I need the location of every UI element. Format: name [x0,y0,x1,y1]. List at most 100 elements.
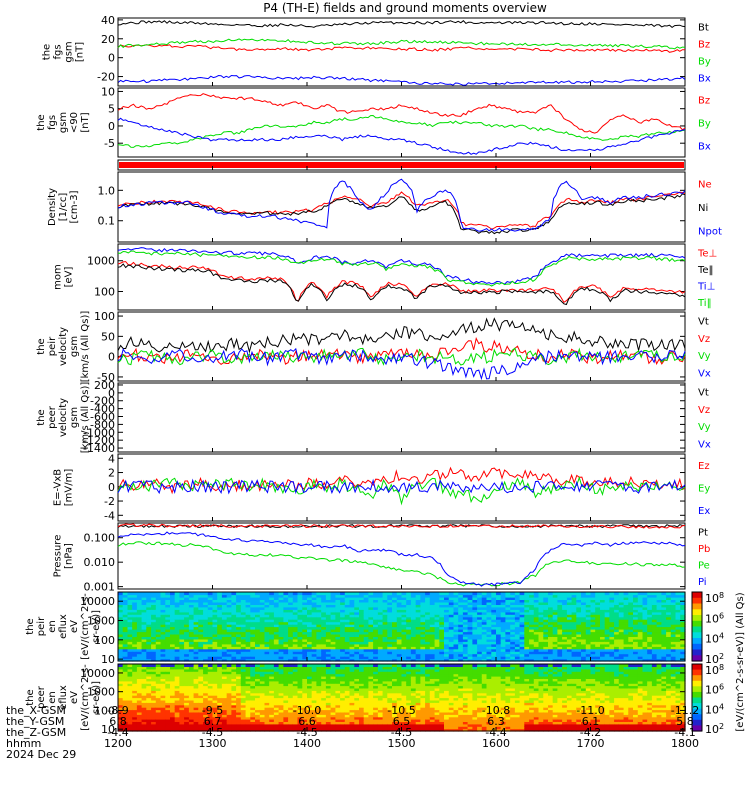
heatmap-cell [373,601,379,605]
heatmap-cell [122,709,128,713]
heatmap-cell [604,609,610,613]
heatmap-cell [316,609,322,613]
heatmap-cell [486,611,492,615]
heatmap-cell [231,636,237,640]
heatmap-cell [283,638,289,642]
heatmap-cell [576,631,582,635]
heatmap-cell [122,671,128,675]
heatmap-cell [647,643,653,647]
heatmap-cell [179,629,185,633]
heatmap-cell [188,624,195,628]
heatmap-cell [122,601,128,605]
heatmap-cell [245,671,251,675]
heatmap-cell [240,609,247,613]
heatmap-cell [122,690,128,694]
heatmap-cell [444,614,450,618]
heatmap-cell [155,656,162,660]
y-axis-label: gsm [69,407,80,428]
heatmap-cell [571,651,577,655]
heatmap-cell [170,711,176,715]
heatmap-cell [321,668,327,672]
heatmap-cell [118,643,124,647]
heatmap-cell [349,680,355,684]
heatmap-cell [207,709,214,713]
heatmap-cell [472,641,478,645]
heatmap-cell [614,641,620,645]
heatmap-cell [146,716,152,720]
heatmap-cell [207,619,214,623]
heatmap-cell [297,653,303,657]
heatmap-cell [335,626,341,630]
heatmap-cell [203,614,209,618]
heatmap-cell [264,683,270,687]
heatmap-cell [160,658,166,662]
heatmap-cell [340,666,346,670]
heatmap-cell [151,709,157,713]
heatmap-cell [595,651,601,655]
heatmap-cell [226,631,232,635]
heatmap-cell [170,723,176,727]
heatmap-cell [368,629,374,633]
heatmap-cell [203,646,209,650]
heatmap-cell [420,638,426,642]
heatmap-cell [170,697,176,701]
heatmap-cell [132,728,138,732]
heatmap-cell [661,624,667,628]
heatmap-cell [170,671,176,675]
heatmap-cell [533,656,540,660]
heatmap-cell [633,656,639,660]
heatmap-cell [581,604,587,608]
heatmap-cell [245,601,251,605]
heatmap-cell [203,723,209,727]
heatmap-cell [288,728,294,732]
heatmap-cell [250,716,256,720]
heatmap-cell [340,671,346,675]
heatmap-cell [316,721,322,725]
heatmap-cell [552,601,558,605]
heatmap-cell [566,596,573,600]
heatmap-cell [273,614,280,618]
heatmap-cell [618,653,625,657]
heatmap-cell [377,653,384,657]
heatmap-cell [623,592,629,596]
heatmap-cell [297,629,303,633]
heatmap-cell [392,633,398,637]
heatmap-cell [491,636,497,640]
heatmap-cell [628,646,634,650]
y-axis-label: the [36,338,47,354]
heatmap-cell [217,697,223,701]
heatmap-cell [316,592,322,596]
heatmap-cell [524,629,530,633]
heatmap-cell [245,629,251,633]
heatmap-cell [273,606,280,610]
heatmap-cell [160,611,166,615]
heatmap-cell [628,604,634,608]
heatmap-cell [174,592,180,596]
heatmap-cell [255,690,261,694]
heatmap-cell [292,646,299,650]
heatmap-cell [595,596,601,600]
heatmap-cell [453,594,459,598]
heatmap-cell [226,626,232,630]
heatmap-cell [637,601,644,605]
heatmap-cell [118,656,124,660]
heatmap-cell [359,592,365,596]
heatmap-cell [297,599,303,603]
heatmap-cell [250,678,256,682]
heatmap-cell [259,636,266,640]
heatmap-cell [136,664,143,667]
heatmap-cell [576,633,582,637]
heatmap-cell [571,641,577,645]
heatmap-cell [340,687,346,691]
heatmap-cell [529,626,535,630]
heatmap-cell [604,624,610,628]
heatmap-cell [118,633,124,637]
y-axis-label: the [36,409,47,425]
heatmap-cell [231,606,237,610]
heatmap-cell [302,631,308,635]
heatmap-cell [401,658,407,662]
heatmap-cell [297,678,303,682]
heatmap-cell [382,651,388,655]
heatmap-cell [406,621,412,625]
heatmap-cell [486,614,492,618]
